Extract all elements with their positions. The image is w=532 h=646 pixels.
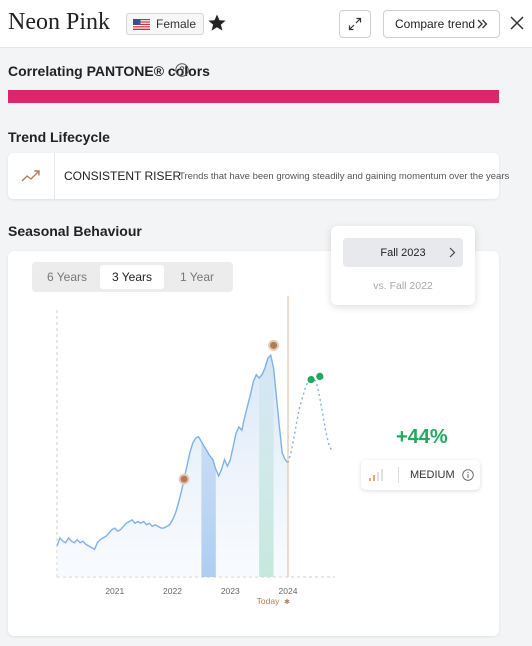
- rising-trend-icon: [21, 170, 40, 182]
- gender-badge[interactable]: Female: [126, 13, 205, 35]
- selected-season: Fall 2023: [380, 246, 426, 259]
- x-tick-label: 2024: [279, 586, 298, 596]
- tab-3-years[interactable]: 3 Years: [100, 265, 164, 289]
- chart-marker-3[interactable]: [307, 376, 315, 384]
- seasonal-section-title: Seasonal Behaviour: [8, 223, 142, 239]
- x-tick-label: 2021: [105, 586, 124, 596]
- range-tabs: 6 Years 3 Years 1 Year: [32, 262, 233, 292]
- expand-icon: [348, 17, 362, 31]
- divider: [398, 467, 399, 483]
- expand-button[interactable]: [339, 10, 371, 38]
- star-icon[interactable]: [207, 13, 227, 33]
- chart-marker-1[interactable]: [178, 473, 190, 485]
- lifecycle-label: CONSISTENT RISER: [64, 169, 182, 183]
- pantone-section-title: Correlating PANTONE® colors: [8, 63, 210, 79]
- divider: [54, 153, 55, 199]
- help-icon[interactable]: [175, 63, 189, 77]
- growth-percentage: +44%: [396, 426, 448, 448]
- tab-1-year[interactable]: 1 Year: [179, 270, 215, 284]
- lifecycle-section-title: Trend Lifecycle: [8, 129, 110, 145]
- history-line: [56, 353, 289, 551]
- tab-6-years[interactable]: 6 Years: [46, 270, 88, 284]
- season-comparison-label: vs. Fall 2022: [373, 280, 433, 292]
- signal-bars-icon: [369, 469, 383, 481]
- pantone-color-swatch[interactable]: [8, 90, 499, 103]
- chevron-right-icon[interactable]: [447, 246, 457, 259]
- today-label: Today: [257, 596, 280, 606]
- header: Neon Pink Female Compare trend: [0, 0, 532, 48]
- info-icon[interactable]: [462, 469, 474, 481]
- x-tick-label: 2023: [221, 586, 240, 596]
- lifecycle-description: Trends that have been growing steadily a…: [179, 171, 510, 182]
- history-area: [57, 355, 288, 577]
- season-popover: Fall 2023 vs. Fall 2022: [331, 226, 475, 305]
- today-star-icon: ✱: [284, 598, 290, 606]
- volume-label: MEDIUM: [410, 469, 455, 481]
- trend-title: Neon Pink: [8, 9, 110, 35]
- lifecycle-card: CONSISTENT RISER Trends that have been g…: [8, 153, 509, 199]
- double-chevron-right-icon: [477, 19, 488, 29]
- chart-marker-2[interactable]: [268, 339, 280, 351]
- compare-trend-button[interactable]: Compare trend: [383, 10, 500, 38]
- gender-label: Female: [156, 17, 197, 31]
- chart-marker-4[interactable]: [316, 372, 324, 380]
- close-icon[interactable]: [509, 15, 525, 31]
- compare-trend-label: Compare trend: [395, 17, 476, 31]
- forecast-line: [287, 375, 332, 463]
- season-selector[interactable]: Fall 2023: [343, 238, 463, 267]
- us-flag-icon: [133, 18, 150, 30]
- x-tick-label: 2022: [163, 586, 182, 596]
- volume-indicator: MEDIUM: [361, 460, 480, 490]
